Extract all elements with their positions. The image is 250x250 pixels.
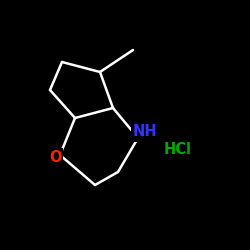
Text: NH: NH [133,124,157,140]
Text: HCl: HCl [164,142,192,158]
Text: O: O [49,150,61,166]
